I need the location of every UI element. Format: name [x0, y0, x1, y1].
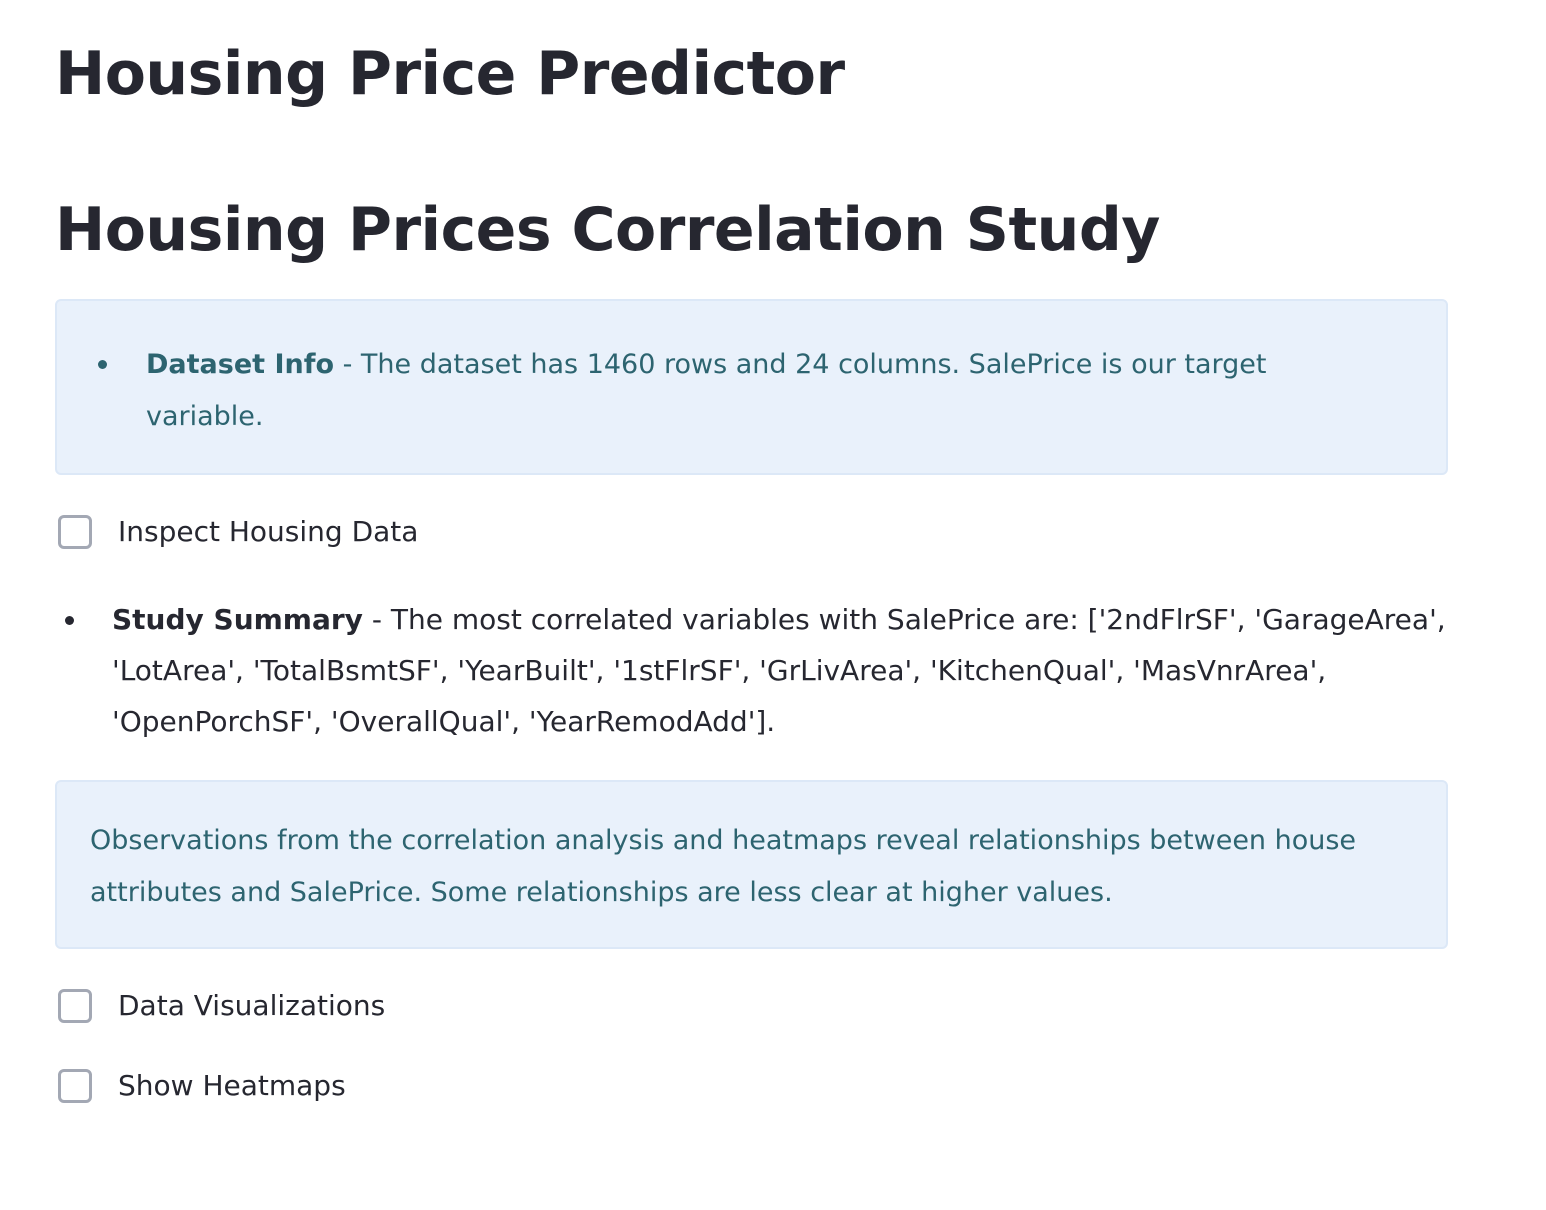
- study-summary-text: Study Summary - The most correlated vari…: [112, 594, 1457, 747]
- checkbox-icon[interactable]: [58, 989, 92, 1023]
- checkbox-label[interactable]: Inspect Housing Data: [118, 515, 419, 548]
- dataset-info-box: Dataset Info - The dataset has 1460 rows…: [55, 299, 1448, 475]
- dataset-info-text: Dataset Info - The dataset has 1460 rows…: [146, 339, 1346, 443]
- data-visualizations-checkbox[interactable]: Data Visualizations: [58, 986, 385, 1026]
- bullet-icon: [65, 616, 74, 625]
- study-summary-description: - The most correlated variables with Sal…: [112, 603, 1446, 738]
- dataset-info-description: - The dataset has 1460 rows and 24 colum…: [146, 349, 1267, 432]
- checkbox-icon[interactable]: [58, 515, 92, 549]
- page-title: Housing Price Predictor: [55, 39, 845, 109]
- bullet-icon: [98, 360, 107, 369]
- section-title: Housing Prices Correlation Study: [55, 195, 1160, 265]
- dataset-info-label: Dataset Info: [146, 349, 335, 380]
- checkbox-icon[interactable]: [58, 1069, 92, 1103]
- inspect-housing-data-checkbox[interactable]: Inspect Housing Data: [58, 512, 418, 552]
- show-heatmaps-checkbox[interactable]: Show Heatmaps: [58, 1066, 346, 1106]
- study-summary-label: Study Summary: [112, 603, 363, 636]
- observations-text: Observations from the correlation analys…: [90, 825, 1357, 908]
- checkbox-label[interactable]: Show Heatmaps: [118, 1069, 346, 1102]
- observations-box: Observations from the correlation analys…: [55, 780, 1448, 949]
- checkbox-label[interactable]: Data Visualizations: [118, 989, 386, 1022]
